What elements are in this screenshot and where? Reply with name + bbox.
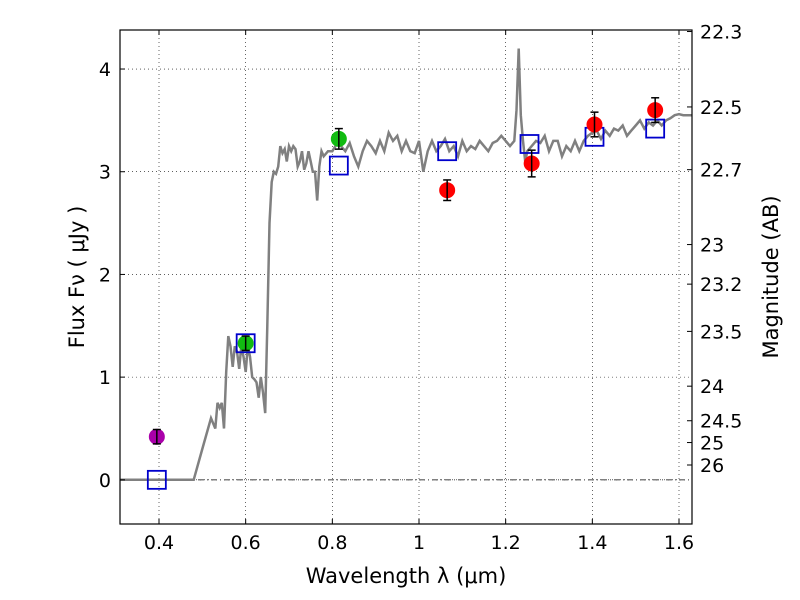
y-tick-labels: 0 1 2 3 4	[99, 59, 111, 492]
model-square-marker	[437, 141, 458, 162]
right-tick-label: 23.5	[700, 321, 742, 343]
model-square-marker	[235, 333, 256, 354]
model-spectrum-line	[120, 48, 692, 482]
observed-photometry-points	[148, 97, 664, 445]
plot-frame	[119, 29, 693, 525]
x-tick-label: 1.4	[577, 532, 607, 554]
x-tick-label: 1	[413, 532, 425, 554]
y-tick-label: 0	[99, 470, 111, 492]
y-tick-label: 2	[99, 264, 111, 286]
x-tick-label: 1.6	[664, 532, 694, 554]
x-tick-label: 0.4	[144, 532, 174, 554]
right-tick-label: 25	[700, 433, 724, 455]
right-tick-label: 23	[700, 235, 724, 257]
x-axis-label: Wavelength λ (μm)	[306, 564, 507, 588]
right-tick-label: 26	[700, 455, 724, 477]
model-photometry-points	[146, 118, 666, 490]
right-tick-label: 23.2	[700, 274, 742, 296]
y-tick-label: 3	[99, 162, 111, 184]
axis-ticks	[120, 30, 692, 524]
plot-background	[120, 30, 692, 524]
right-y-axis-label: Magnitude (AB)	[759, 195, 783, 358]
right-tick-label: 22.3	[700, 22, 742, 44]
right-tick-label: 22.5	[700, 97, 742, 119]
model-square-marker	[146, 469, 167, 490]
model-square-marker	[328, 155, 349, 176]
x-tick-label: 1.2	[491, 532, 521, 554]
y-tick-label: 1	[99, 367, 111, 389]
x-tick-label: 0.8	[317, 532, 347, 554]
y-tick-label: 4	[99, 59, 111, 81]
grid-lines	[120, 30, 692, 524]
x-tick-label: 0.6	[231, 532, 261, 554]
right-tick-label: 22.7	[700, 160, 742, 182]
model-square-marker	[519, 134, 540, 154]
right-tick-label: 24	[700, 376, 724, 398]
y-axis-label: Flux Fν ( μJy )	[65, 206, 89, 349]
right-tick-label: 24.5	[700, 411, 742, 433]
x-tick-labels: 0.4 0.6 0.8 1 1.2 1.4 1.6	[144, 532, 694, 554]
